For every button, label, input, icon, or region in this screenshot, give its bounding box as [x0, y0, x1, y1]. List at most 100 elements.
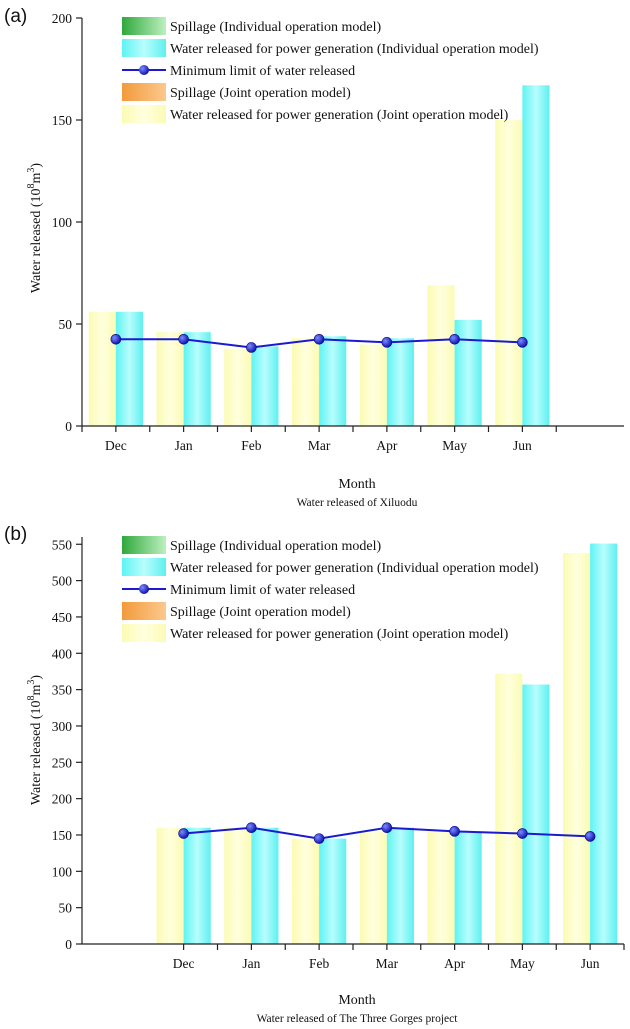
y-axis-title: Water released (108m3)	[26, 675, 44, 805]
bar	[590, 543, 618, 944]
legend-swatch	[122, 558, 166, 576]
plot-area: 0 50 100 150 200 250 300 350 400 450 500 550 Dec Jan F…	[52, 537, 625, 971]
x-tick-label: Jan	[175, 438, 193, 453]
legend-swatch	[122, 83, 166, 101]
bar	[563, 552, 591, 944]
bar	[251, 346, 279, 426]
x-tick-label: Jun	[513, 438, 532, 453]
legend-label: Spillage (Individual operation model)	[170, 20, 381, 35]
y-tick-label: 400	[52, 646, 73, 661]
y-tick-label: 200	[52, 11, 73, 26]
x-tick-label: Jun	[581, 956, 600, 971]
y-tick-label: 300	[52, 719, 73, 734]
y-tick-label: 550	[52, 537, 73, 552]
legend-label: Water released for power generation (Joi…	[170, 627, 509, 642]
bar	[292, 338, 320, 426]
x-tick-label: Feb	[309, 956, 330, 971]
bar	[88, 311, 116, 426]
x-tick-label: May	[510, 956, 535, 971]
bar	[522, 85, 550, 426]
chart-caption: Water released of Xiluodu	[297, 497, 418, 509]
bar	[156, 827, 184, 944]
x-axis-title: Month	[338, 477, 375, 492]
legend: Spillage (Individual operation model) Wat…	[122, 17, 539, 123]
min-limit-point	[178, 828, 189, 839]
legend-label: Water released for power generation (Ind…	[170, 561, 539, 576]
panel-label: (a)	[4, 6, 27, 27]
y-tick-label: 200	[52, 792, 73, 807]
min-limit-point	[246, 342, 257, 353]
min-limit-point	[381, 822, 393, 834]
chart-panel-a: (a) 0 50 100 150 200 Dec Jan Feb Mar Apr May Jun Mo…	[4, 6, 624, 509]
bar	[319, 838, 347, 944]
min-limit-point	[246, 822, 257, 834]
min-limit-point	[584, 831, 596, 842]
x-tick-label: Feb	[241, 438, 262, 453]
panel-label: (b)	[4, 524, 27, 545]
y-tick-label: 250	[52, 755, 73, 770]
bar	[454, 319, 482, 426]
bar	[115, 311, 143, 426]
y-tick-label: 0	[65, 937, 72, 952]
y-axis-title: Water released (108m3)	[26, 163, 44, 293]
legend-swatch	[122, 536, 166, 554]
x-axis-title: Month	[338, 993, 375, 1008]
bar	[156, 332, 184, 426]
bar	[495, 673, 523, 944]
x-tick-label: Jan	[242, 956, 260, 971]
bar	[359, 831, 387, 944]
legend-label: Spillage (Joint operation model)	[170, 605, 351, 620]
legend-swatch	[122, 39, 166, 57]
y-tick-label: 350	[52, 683, 73, 698]
legend-label: Minimum limit of water released	[170, 64, 355, 79]
min-limit-point	[313, 833, 325, 844]
bar	[359, 344, 387, 426]
legend-marker-swatch	[139, 65, 149, 75]
y-tick-label: 450	[52, 610, 73, 625]
legend-label: Water released for power generation (Joi…	[170, 108, 509, 123]
x-tick-label: Mar	[376, 956, 399, 971]
y-tick-label: 500	[52, 574, 73, 589]
y-tick-label: 150	[52, 113, 73, 128]
bar	[386, 827, 414, 944]
y-tick-label: 50	[59, 317, 73, 332]
legend-label: Spillage (Individual operation model)	[170, 539, 381, 554]
legend-swatch	[122, 17, 166, 35]
chart-panel-b: (b) 0 50 100 150 200 250 300 350 400 450 500 550 Dec…	[4, 524, 625, 1025]
legend-marker-swatch	[139, 584, 149, 594]
bar	[427, 831, 455, 944]
min-limit-point	[178, 333, 189, 345]
x-tick-label: Dec	[173, 956, 195, 971]
bar	[495, 120, 523, 426]
y-tick-label: 100	[52, 215, 73, 230]
bar	[292, 838, 320, 944]
bar	[251, 827, 279, 944]
legend-label: Spillage (Joint operation model)	[170, 86, 351, 101]
bar	[183, 332, 211, 426]
bar	[522, 684, 550, 944]
legend: Spillage (Individual operation model) Wat…	[122, 536, 539, 642]
x-tick-label: Dec	[105, 438, 127, 453]
bar	[454, 831, 482, 944]
min-limit-point	[449, 333, 460, 345]
bar	[427, 285, 455, 426]
bar	[386, 338, 414, 426]
min-limit-point	[313, 333, 325, 345]
legend-swatch	[122, 602, 166, 620]
bar	[224, 827, 252, 944]
min-limit-point	[381, 337, 393, 348]
x-tick-label: May	[442, 438, 467, 453]
y-tick-label: 100	[52, 864, 73, 879]
bar	[319, 336, 347, 426]
y-tick-label: 150	[52, 828, 73, 843]
x-tick-label: Apr	[376, 438, 397, 453]
bar	[183, 827, 211, 944]
x-tick-label: Apr	[444, 956, 465, 971]
plot-area: 0 50 100 150 200 Dec Jan Feb Mar Apr May Jun	[52, 11, 624, 453]
min-limit-point	[517, 828, 528, 839]
y-tick-label: 0	[65, 419, 72, 434]
legend-swatch	[122, 624, 166, 642]
chart-caption: Water released of The Three Gorges proje…	[257, 1013, 459, 1025]
legend-swatch	[122, 105, 166, 123]
